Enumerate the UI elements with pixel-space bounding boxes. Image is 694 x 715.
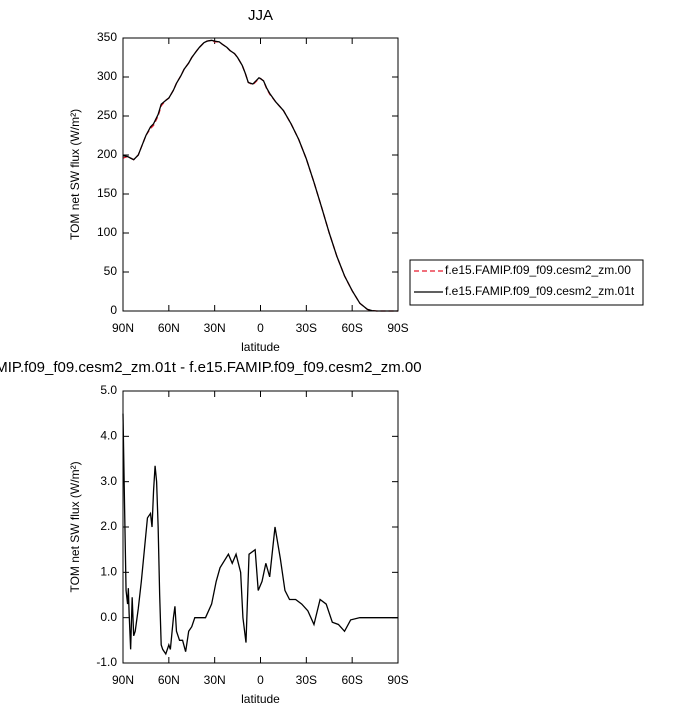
chart-title: f.e15.FAMIP.f09_f09.cesm2_zm.01t - f.e15… — [0, 359, 422, 376]
x-tick-label: 60S — [341, 673, 362, 687]
y-axis-label: TOM net SW flux (W/m²) — [68, 461, 82, 592]
x-tick-label: 90N — [112, 673, 134, 687]
y-tick-label: 1.0 — [100, 565, 117, 579]
y-tick-label: 0 — [110, 303, 117, 317]
series-line — [122, 413, 398, 656]
x-tick-label: 0 — [257, 673, 264, 687]
x-tick-label: 30N — [204, 673, 226, 687]
y-tick-label: 4.0 — [100, 429, 117, 443]
plot-frame — [122, 37, 399, 312]
x-tick-label: 30N — [204, 321, 226, 335]
legend-label: f.e15.FAMIP.f09_f09.cesm2_zm.00 — [445, 263, 631, 277]
x-tick-label: 90S — [387, 321, 408, 335]
y-tick-label: 300 — [97, 69, 117, 83]
series-line — [122, 39, 398, 312]
plot-frame — [122, 390, 399, 664]
y-tick-label: 250 — [97, 108, 117, 122]
x-tick-label: 30S — [296, 321, 317, 335]
legend-box — [409, 259, 644, 306]
legend-label: f.e15.FAMIP.f09_f09.cesm2_zm.01t — [445, 284, 635, 298]
y-axis-label: TOM net SW flux (W/m²) — [68, 109, 82, 240]
y-tick-label: 200 — [97, 147, 117, 161]
y-tick-label: 150 — [97, 186, 117, 200]
x-axis-label: latitude — [241, 340, 280, 354]
x-tick-label: 60S — [341, 321, 362, 335]
y-tick-label: 3.0 — [100, 474, 117, 488]
y-tick-label: 5.0 — [100, 383, 117, 397]
y-tick-label: -1.0 — [96, 655, 117, 669]
y-tick-label: 100 — [97, 225, 117, 239]
y-tick-label: 0.0 — [100, 610, 117, 624]
x-axis-label: latitude — [241, 692, 280, 706]
y-tick-label: 350 — [97, 30, 117, 44]
y-tick-label: 2.0 — [100, 519, 117, 533]
y-tick-label: 50 — [104, 264, 118, 278]
x-tick-label: 60N — [158, 673, 180, 687]
x-tick-label: 60N — [158, 321, 180, 335]
x-tick-label: 90N — [112, 321, 134, 335]
chart-title: JJA — [248, 7, 273, 24]
x-tick-label: 90S — [387, 673, 408, 687]
x-tick-label: 30S — [296, 673, 317, 687]
series-line — [122, 39, 398, 312]
x-tick-label: 0 — [257, 321, 264, 335]
